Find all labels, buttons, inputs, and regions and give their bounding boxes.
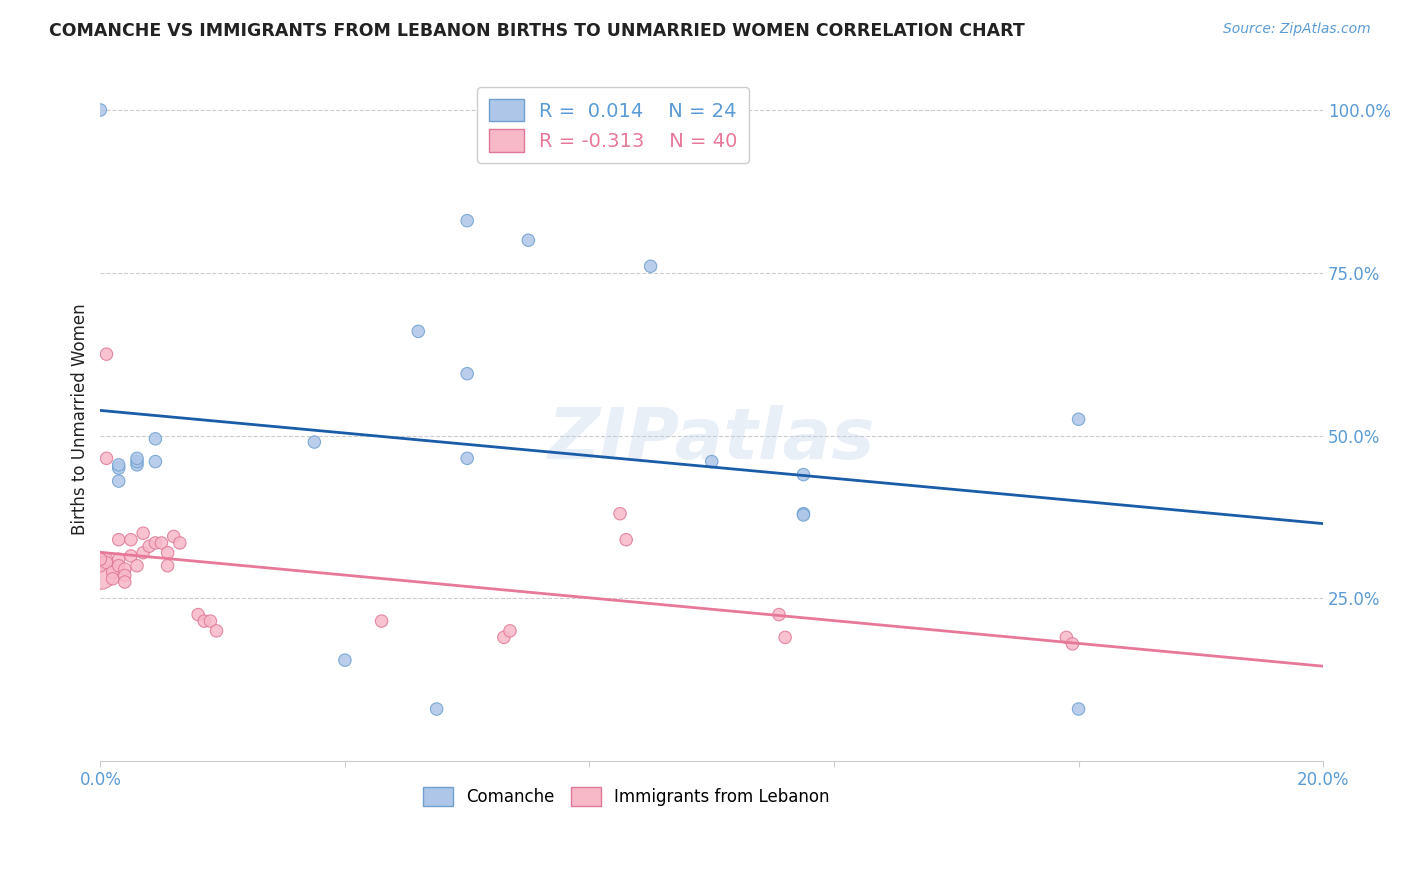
- Point: [456, 213, 478, 227]
- Point: [456, 367, 478, 381]
- Legend: Comanche, Immigrants from Lebanon: Comanche, Immigrants from Lebanon: [415, 779, 838, 814]
- Text: Source: ZipAtlas.com: Source: ZipAtlas.com: [1223, 22, 1371, 37]
- Point: [125, 558, 148, 573]
- Point: [304, 435, 326, 450]
- Point: [145, 432, 167, 446]
- Point: [89, 552, 111, 566]
- Point: [138, 539, 160, 553]
- Point: [193, 614, 215, 628]
- Point: [120, 533, 142, 547]
- Point: [792, 467, 814, 482]
- Point: [107, 552, 129, 566]
- Point: [107, 461, 129, 475]
- Point: [333, 653, 356, 667]
- Point: [768, 607, 790, 622]
- Point: [492, 631, 515, 645]
- Point: [773, 631, 796, 645]
- Point: [114, 562, 136, 576]
- Point: [1054, 631, 1077, 645]
- Point: [517, 233, 540, 247]
- Point: [370, 614, 392, 628]
- Point: [205, 624, 228, 638]
- Point: [120, 549, 142, 563]
- Text: COMANCHE VS IMMIGRANTS FROM LEBANON BIRTHS TO UNMARRIED WOMEN CORRELATION CHART: COMANCHE VS IMMIGRANTS FROM LEBANON BIRT…: [49, 22, 1025, 40]
- Point: [96, 552, 118, 566]
- Point: [89, 566, 111, 580]
- Point: [456, 451, 478, 466]
- Point: [614, 533, 637, 547]
- Point: [125, 458, 148, 472]
- Point: [200, 614, 222, 628]
- Point: [114, 568, 136, 582]
- Y-axis label: Births to Unmarried Women: Births to Unmarried Women: [72, 303, 89, 535]
- Point: [700, 454, 723, 468]
- Point: [125, 451, 148, 466]
- Point: [156, 546, 179, 560]
- Point: [96, 347, 118, 361]
- Point: [107, 533, 129, 547]
- Point: [150, 536, 173, 550]
- Point: [1067, 412, 1090, 426]
- Point: [114, 574, 136, 589]
- Point: [145, 536, 167, 550]
- Point: [107, 474, 129, 488]
- Point: [792, 508, 814, 522]
- Point: [101, 566, 124, 580]
- Point: [156, 558, 179, 573]
- Point: [1062, 637, 1084, 651]
- Point: [640, 259, 662, 273]
- Point: [89, 103, 111, 117]
- Point: [101, 572, 124, 586]
- Point: [132, 526, 155, 541]
- Point: [107, 558, 129, 573]
- Point: [609, 507, 631, 521]
- Point: [169, 536, 191, 550]
- Point: [792, 507, 814, 521]
- Point: [406, 324, 429, 338]
- Point: [163, 529, 186, 543]
- Point: [1067, 702, 1090, 716]
- Point: [426, 702, 449, 716]
- Point: [96, 451, 118, 466]
- Point: [89, 558, 111, 573]
- Text: ZIPatlas: ZIPatlas: [548, 405, 876, 475]
- Point: [132, 546, 155, 560]
- Point: [145, 454, 167, 468]
- Point: [107, 458, 129, 472]
- Point: [499, 624, 522, 638]
- Point: [96, 556, 118, 570]
- Point: [125, 454, 148, 468]
- Point: [187, 607, 209, 622]
